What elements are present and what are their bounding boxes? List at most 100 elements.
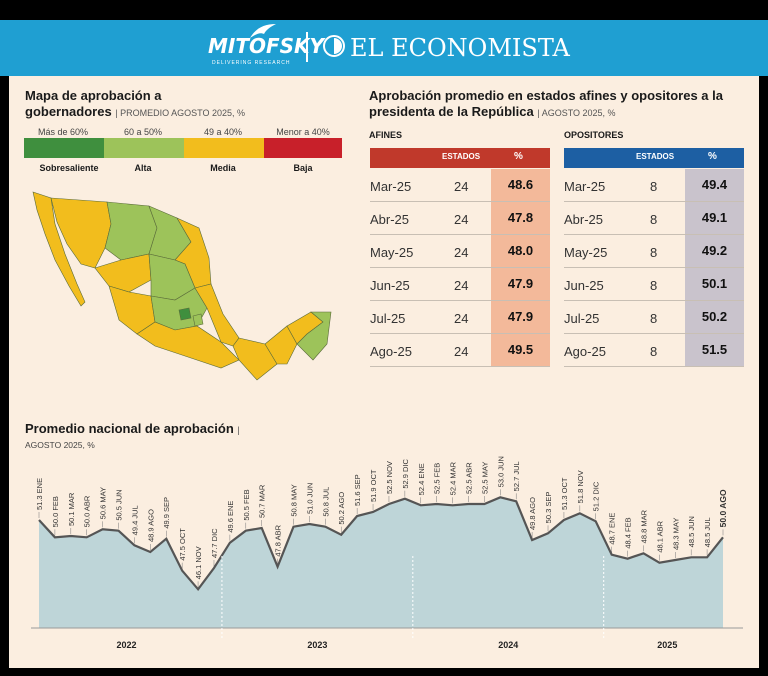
point-label: 52.7 JUL (512, 461, 521, 491)
point-label: 50.5 FEB (242, 489, 251, 520)
mitofsky-tagline: DELIVERING RESEARCH (212, 60, 291, 66)
point-label: 50.2 AGO (337, 492, 346, 525)
row-estados: 8 (650, 245, 658, 260)
table-row: May-25 8 49.2 (564, 235, 744, 268)
afines-header-bar: ESTADOS % (370, 148, 550, 168)
point-label: 48.1 ABR (655, 520, 664, 552)
table-row: Abr-25 24 47.8 (370, 202, 550, 235)
row-month: Jun-25 (564, 278, 604, 293)
point-label: 49.9 SEP (162, 497, 171, 529)
row-estados: 8 (650, 278, 658, 293)
row-month: Jul-25 (564, 311, 600, 326)
row-month: Mar-25 (370, 179, 412, 194)
opositores-col-pct: % (708, 151, 717, 162)
legend-swatch-baja (264, 138, 342, 158)
point-label: 53.0 JUN (496, 456, 505, 487)
point-label: 51.2 DIC (592, 481, 601, 511)
point-label: 51.0 JUN (305, 483, 314, 514)
map-title: Mapa de aprobación a gobernadores | PROM… (25, 88, 246, 119)
point-label: 50.6 MAY (99, 487, 108, 519)
row-month: Jul-25 (370, 311, 406, 326)
approval-line-chart: 51.3 ENE 50.0 FEB 50.1 MAR 50.0 ABR 50.6 MAY… (31, 456, 743, 650)
point-label: 51.6 SEP (353, 474, 362, 506)
row-month: May-25 (564, 245, 608, 260)
row-estados: 8 (650, 344, 658, 359)
legend-label-alta: Alta (134, 163, 152, 173)
row-pct: 47.9 (491, 268, 550, 300)
point-label: 50.0 FEB (51, 496, 60, 527)
point-label: 52.4 ENE (417, 463, 426, 495)
point-label: 48.8 MAR (639, 509, 648, 543)
point-label: 50.1 MAR (67, 492, 76, 526)
point-label: 51.3 OCT (560, 477, 569, 510)
approval-area-fill (39, 497, 723, 628)
point-label: 48.7 ENE (608, 513, 617, 545)
row-estados: 24 (454, 245, 469, 260)
row-pct: 48.0 (491, 235, 550, 267)
point-label: 50.7 MAR (258, 484, 267, 518)
mexico-map (32, 191, 332, 381)
point-label: 51.3 ENE (35, 478, 44, 510)
afines-label: AFINES (369, 130, 403, 140)
header-banner: MITOFSKY DELIVERING RESEARCH EL ECONOMIS… (0, 20, 768, 76)
row-month: Ago-25 (564, 344, 606, 359)
point-label: 49.4 JUL (130, 505, 139, 535)
afines-col-pct: % (514, 151, 523, 162)
point-label: 47.5 OCT (178, 528, 187, 561)
row-estados: 24 (454, 344, 469, 359)
row-month: Jun-25 (370, 278, 410, 293)
table-row: May-25 24 48.0 (370, 235, 550, 268)
row-pct: 49.2 (685, 235, 744, 267)
row-pct: 47.9 (491, 301, 550, 333)
el-economista-globe-icon (323, 35, 345, 57)
legend-range-1: Más de 60% (37, 127, 89, 137)
row-estados: 24 (454, 212, 469, 227)
row-estados: 8 (650, 311, 658, 326)
point-label: 47.7 DIC (210, 528, 219, 558)
year-label: 2025 (657, 640, 677, 650)
row-estados: 8 (650, 179, 658, 194)
row-estados: 24 (454, 311, 469, 326)
opositores-col-estados: ESTADOS (636, 152, 675, 161)
row-month: Abr-25 (564, 212, 604, 227)
legend-swatch-media (184, 138, 264, 158)
row-month: Mar-25 (564, 179, 606, 194)
row-month: May-25 (370, 245, 414, 260)
legend-label-baja: Baja (293, 163, 313, 173)
row-pct: 49.4 (685, 169, 744, 201)
row-pct: 50.2 (685, 301, 744, 333)
legend-range-2: 60 a 50% (123, 127, 163, 137)
mitofsky-bird-icon (250, 24, 276, 38)
point-label: 50.5 JUN (115, 489, 124, 520)
header-divider (306, 32, 308, 62)
point-label: 48.4 FEB (624, 517, 633, 548)
row-estados: 8 (650, 212, 658, 227)
table-row: Ago-25 24 49.5 (370, 334, 550, 367)
mitofsky-logo: MITOFSKY (208, 34, 325, 58)
row-month: Ago-25 (370, 344, 412, 359)
row-pct: 47.8 (491, 202, 550, 234)
el-economista-logo: EL ECONOMISTA (350, 34, 570, 62)
approval-line (38, 496, 724, 592)
point-label: 48.9 AGO (146, 509, 155, 542)
point-label: 52.9 DIC (401, 458, 410, 488)
opositores-header-bar: ESTADOS % (564, 148, 744, 168)
point-label: 49.6 ENE (226, 501, 235, 533)
row-estados: 24 (454, 278, 469, 293)
point-label: 52.5 FEB (433, 463, 442, 494)
point-label: 51.9 OCT (369, 469, 378, 502)
point-label: 46.1 NOV (194, 546, 203, 579)
year-label: 2023 (307, 640, 327, 650)
row-pct: 50.1 (685, 268, 744, 300)
point-label: 49.8 AGO (528, 497, 537, 530)
point-label: 50.0 ABR (83, 495, 92, 527)
table-row: Abr-25 8 49.1 (564, 202, 744, 235)
opositores-label: OPOSITORES (564, 130, 624, 140)
point-label: 48.3 MAY (671, 518, 680, 550)
line-title: Promedio nacional de aprobación | (25, 421, 240, 436)
row-pct: 49.1 (685, 202, 744, 234)
row-estados: 24 (454, 179, 469, 194)
table-title: Aprobación promedio en estados afines y … (369, 88, 723, 119)
point-label: 52.4 MAR (449, 461, 458, 495)
row-pct: 51.5 (685, 334, 744, 366)
